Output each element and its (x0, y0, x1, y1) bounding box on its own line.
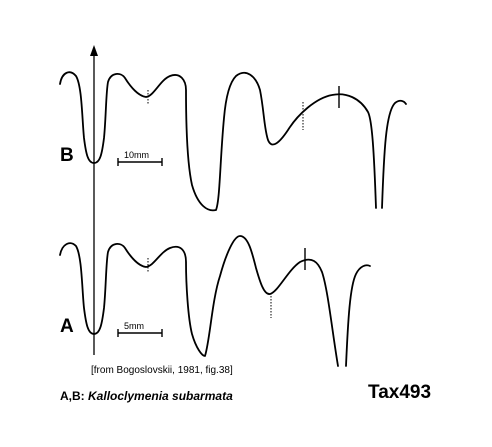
suture-line-a-end (345, 264, 371, 367)
axis-arrowhead-icon (90, 45, 98, 56)
scale-bar-a (117, 329, 163, 337)
specimen-label-b: B (60, 145, 74, 166)
scale-bar-b (117, 158, 163, 166)
suture-line-a (59, 235, 339, 367)
source-citation: [from Bogoslovskii, 1981, fig.38] (91, 365, 233, 376)
taxon-id: Tax493 (368, 382, 432, 403)
caption-species: Kalloclymenia subarmata (88, 389, 233, 403)
specimen-label-a: A (60, 316, 74, 337)
suture-line-b (59, 71, 377, 212)
scale-label-b: 10mm (124, 150, 150, 160)
caption-prefix: A,B: (60, 389, 85, 403)
figure-caption: A,B: Kalloclymenia subarmata (60, 389, 233, 403)
scale-label-a: 5mm (124, 321, 144, 331)
suture-line-b-end (381, 99, 407, 209)
